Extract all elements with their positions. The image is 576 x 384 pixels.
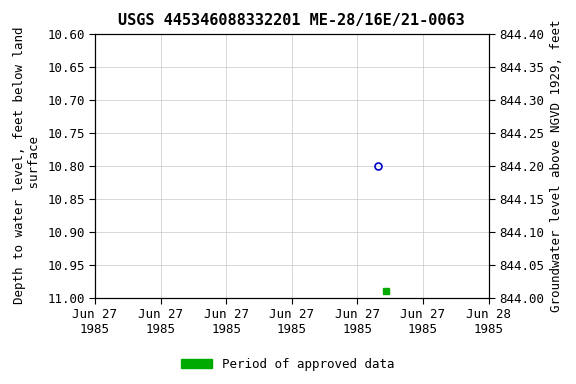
- Legend: Period of approved data: Period of approved data: [176, 353, 400, 376]
- Title: USGS 445346088332201 ME-28/16E/21-0063: USGS 445346088332201 ME-28/16E/21-0063: [119, 13, 465, 28]
- Y-axis label: Groundwater level above NGVD 1929, feet: Groundwater level above NGVD 1929, feet: [550, 20, 563, 312]
- Y-axis label: Depth to water level, feet below land
 surface: Depth to water level, feet below land su…: [13, 27, 41, 305]
